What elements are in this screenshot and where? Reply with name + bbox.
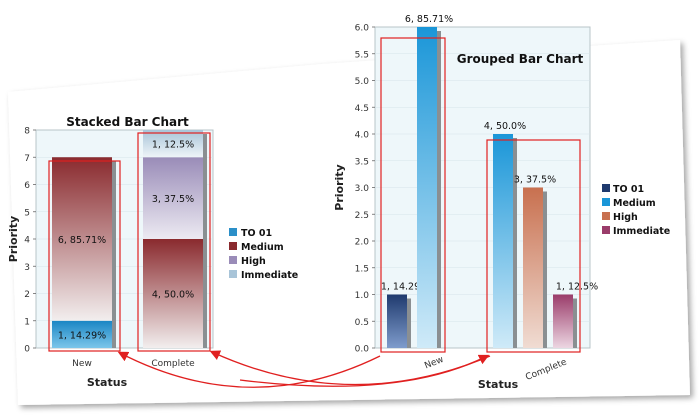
highlight-complete-grouped — [486, 139, 581, 353]
legend-label: High — [613, 212, 638, 223]
bar — [387, 294, 407, 348]
bar-shadow — [203, 134, 207, 348]
bar-segment — [143, 239, 203, 348]
bar — [493, 134, 513, 348]
bar-shadow — [437, 31, 441, 348]
y-tick-label: 0.5 — [355, 318, 369, 328]
bar-shadow — [112, 161, 116, 348]
bar-shadow — [543, 191, 547, 348]
legend-label: Medium — [613, 198, 656, 209]
legend-label: High — [241, 256, 266, 267]
legend-swatch — [602, 198, 610, 206]
legend-label: Medium — [241, 242, 284, 253]
y-tick-label: 7 — [24, 154, 30, 164]
legend-swatch — [602, 212, 610, 220]
x-tick-label: Complete — [151, 359, 195, 369]
y-tick-label: 0 — [24, 345, 30, 355]
y-axis-label: Priority — [7, 216, 20, 262]
legend-swatch — [229, 256, 237, 264]
chart-title: Grouped Bar Chart — [457, 52, 584, 66]
y-tick-label: 6 — [24, 181, 30, 191]
bar-segment — [52, 320, 112, 348]
y-tick-label: 5 — [24, 208, 30, 218]
x-tick-label: New — [72, 359, 92, 369]
y-tick-label: 4 — [24, 236, 30, 246]
y-tick-label: 5.0 — [355, 77, 370, 87]
y-tick-label: 2 — [24, 290, 30, 300]
data-label: 1, 12.5% — [556, 282, 598, 293]
data-label: 4, 50.0% — [152, 290, 194, 301]
y-tick-label: 1.5 — [355, 264, 369, 274]
legend-swatch — [229, 270, 237, 278]
arrow-complete-link-right — [239, 354, 490, 387]
y-tick-label: 2.5 — [355, 211, 369, 221]
bar — [553, 294, 573, 348]
highlight-annotations — [48, 37, 581, 353]
data-label: 6, 85.71% — [405, 14, 453, 25]
data-label: 1, 14.29% — [381, 282, 429, 293]
y-tick-label: 1 — [24, 317, 30, 327]
legend-label: TO 01 — [241, 228, 272, 239]
highlight-new-stacked — [48, 160, 121, 352]
highlight-new-grouped — [380, 37, 446, 353]
legend-swatch — [229, 228, 237, 236]
stacked-bar-chart: Stacked Bar Chart 0 1 2 3 4 5 6 7 8 Priority Status… — [7, 115, 298, 389]
legend-label: Immediate — [613, 226, 670, 237]
x-axis-label: Status — [87, 376, 128, 389]
bar-shadow — [573, 298, 577, 348]
y-tick-label: 4.0 — [355, 131, 370, 141]
chart-title: Stacked Bar Chart — [66, 115, 189, 129]
data-label: 4, 50.0% — [484, 121, 526, 132]
bar-segment — [143, 157, 203, 239]
y-tick-label: 2.0 — [355, 238, 370, 248]
y-tick-label: 1.0 — [355, 291, 370, 301]
bar — [523, 187, 543, 348]
legend-swatch — [602, 184, 610, 192]
legend-label: Immediate — [241, 270, 298, 281]
data-label: 1, 12.5% — [152, 140, 194, 151]
legend-swatch — [602, 226, 610, 234]
y-tick-label: 3.5 — [355, 157, 369, 167]
y-tick-label: 6.0 — [355, 24, 370, 34]
connector-arrows — [117, 350, 491, 388]
highlight-complete-stacked — [137, 132, 211, 352]
bar-shadow — [407, 298, 411, 348]
y-tick-label: 0.0 — [355, 345, 370, 355]
y-tick-label: 5.5 — [355, 50, 369, 60]
bar — [417, 27, 437, 348]
grouped-bar-chart: Grouped Bar Chart 0.0 0.5 1.0 1.5 2.0 2.5 3.0 3.… — [333, 14, 670, 391]
y-tick-label: 3 — [24, 263, 30, 273]
y-tick-label: 4.5 — [355, 104, 369, 114]
y-axis-label: Priority — [333, 164, 346, 210]
bar-segment — [143, 130, 203, 158]
data-label: 3, 37.5% — [514, 175, 556, 186]
bar-segment — [52, 157, 112, 321]
x-axis-label: Status — [478, 378, 519, 391]
legend-label: TO 01 — [613, 184, 644, 195]
arrow-new-link — [117, 351, 381, 388]
data-label: 6, 85.71% — [58, 235, 106, 246]
data-label: 1, 14.29% — [58, 330, 106, 341]
y-tick-label: 8 — [24, 127, 30, 137]
bar-shadow — [513, 138, 517, 348]
data-label: 3, 37.5% — [152, 194, 194, 205]
legend-swatch — [229, 242, 237, 250]
y-tick-label: 3.0 — [355, 184, 370, 194]
